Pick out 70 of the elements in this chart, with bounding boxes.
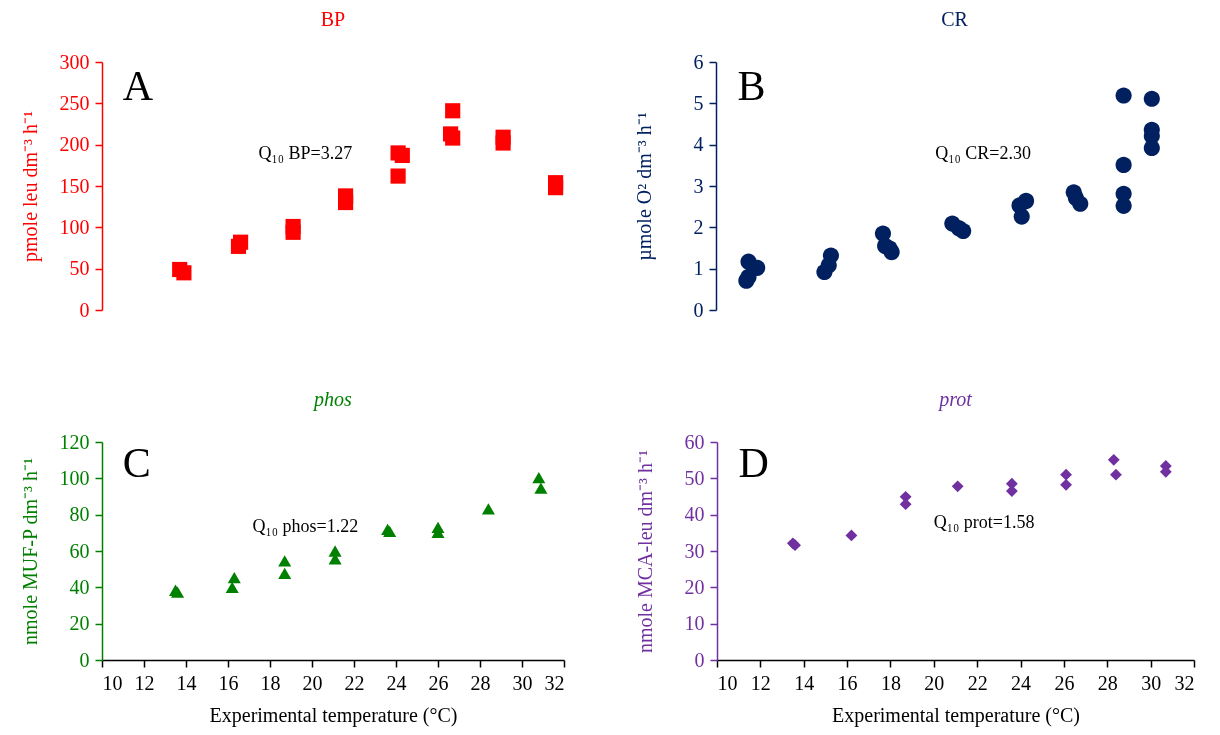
y-tick-label: 250 — [59, 91, 90, 114]
y-tick-label: 50 — [69, 257, 90, 280]
x-tick-label: 20 — [302, 671, 323, 694]
y-axis-title: µmole O² dm⁻³ h⁻¹ — [632, 112, 656, 261]
x-tick-label: 30 — [1141, 671, 1162, 694]
annotation: D — [738, 439, 769, 486]
y-tick-label: 120 — [59, 430, 90, 453]
y-tick-label: 40 — [684, 503, 705, 526]
x-tick-label: 18 — [260, 671, 281, 694]
y-axis-title: nmole MCA-leu dm⁻³ h⁻¹ — [633, 449, 656, 654]
annotation: C — [122, 439, 151, 486]
x-tick-label: 24 — [1011, 671, 1032, 694]
x-tick-label: 14 — [794, 671, 815, 694]
y-tick-label: 200 — [59, 133, 90, 156]
annotation: B — [737, 62, 766, 109]
y-tick-label: 0 — [693, 298, 704, 321]
x-tick-label: 30 — [512, 671, 533, 694]
y-tick-label: 6 — [693, 50, 704, 73]
x-tick-label: 24 — [386, 671, 407, 694]
x-tick-label: 22 — [967, 671, 988, 694]
x-tick-label: 12 — [134, 671, 155, 694]
x-tick-label: 26 — [428, 671, 449, 694]
y-tick-label: 2 — [693, 215, 704, 238]
x-tick-label: 10 — [102, 671, 123, 694]
x-tick-label: 10 — [717, 671, 738, 694]
y-tick-label: 60 — [69, 539, 90, 562]
y-tick-label: 20 — [684, 575, 705, 598]
chart-title: prot — [937, 388, 973, 411]
y-tick-label: 3 — [693, 174, 704, 197]
x-tick-label: 20 — [924, 671, 945, 694]
x-tick-label: 16 — [218, 671, 239, 694]
x-tick-label: 28 — [1097, 671, 1118, 694]
x-tick-label: 14 — [176, 671, 197, 694]
x-axis-title: Experimental temperature (°C) — [209, 703, 458, 727]
y-tick-label: 100 — [59, 466, 90, 489]
x-axis-title: Experimental temperature (°C) — [832, 703, 1080, 727]
annotation: Q₁₀ CR=2.30 — [935, 142, 1031, 163]
y-tick-label: 30 — [684, 539, 705, 562]
y-tick-label: 60 — [684, 430, 705, 453]
y-tick-label: 40 — [69, 575, 90, 598]
y-tick-label: 20 — [69, 612, 90, 635]
y-tick-label: 0 — [79, 298, 90, 321]
annotation: Q₁₀ prot=1.58 — [933, 511, 1035, 532]
y-tick-label: 4 — [693, 133, 704, 156]
x-tick-label: 26 — [1054, 671, 1075, 694]
x-tick-label: 18 — [880, 671, 901, 694]
y-tick-label: 10 — [684, 612, 705, 635]
y-tick-label: 0 — [694, 648, 705, 671]
y-axis-title: nmole MUF-P dm⁻³ h⁻¹ — [18, 458, 41, 645]
chart-title: phos — [312, 388, 353, 411]
y-tick-label: 80 — [69, 503, 90, 526]
y-tick-label: 1 — [693, 257, 704, 280]
y-tick-label: 50 — [684, 466, 705, 489]
x-tick-label: 32 — [1174, 671, 1195, 694]
annotation: A — [122, 62, 154, 109]
chart-title: BP — [320, 8, 346, 30]
annotation: Q₁₀ phos=1.22 — [252, 516, 359, 537]
y-tick-label: 150 — [59, 174, 90, 197]
y-tick-label: 5 — [693, 91, 704, 114]
x-tick-label: 28 — [470, 671, 491, 694]
x-tick-label: 16 — [837, 671, 858, 694]
y-tick-label: 100 — [59, 215, 90, 238]
y-axis-title: pmole leu dm⁻³ h⁻¹ — [18, 111, 42, 262]
chart-title: CR — [941, 8, 969, 30]
x-tick-label: 32 — [544, 671, 565, 694]
annotation: Q₁₀ BP=3.27 — [258, 142, 353, 163]
x-tick-label: 12 — [750, 671, 771, 694]
x-tick-label: 22 — [344, 671, 365, 694]
y-tick-label: 0 — [79, 648, 90, 671]
y-tick-label: 300 — [59, 50, 90, 73]
